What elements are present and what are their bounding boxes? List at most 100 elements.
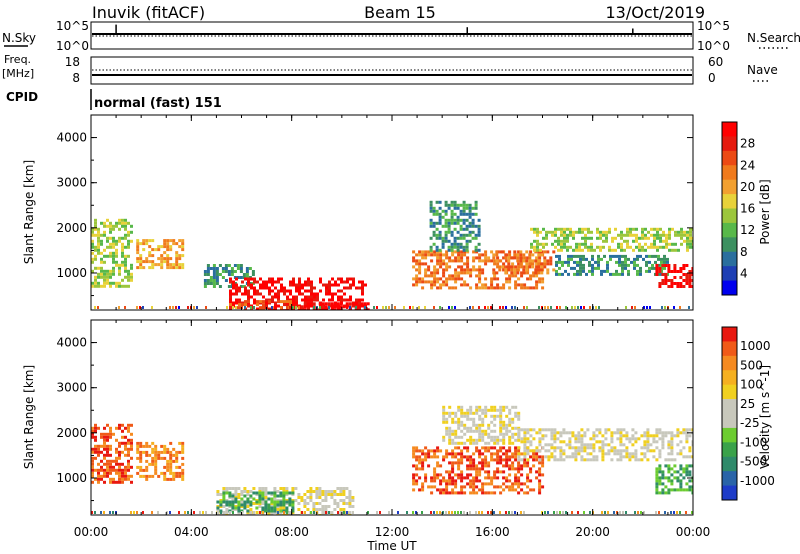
data-cell (447, 221, 451, 225)
data-cell (103, 260, 106, 264)
data-cell (550, 428, 554, 432)
data-cell (282, 497, 286, 501)
data-cell (181, 248, 185, 252)
data-cell (667, 264, 671, 267)
data-cell (459, 245, 463, 249)
data-cell (562, 431, 566, 435)
data-cell (124, 435, 127, 439)
data-cell (256, 303, 259, 307)
data-cell (493, 423, 497, 427)
data-cell (451, 488, 455, 492)
data-cell (466, 449, 470, 453)
data-cell (442, 268, 446, 272)
data-cell (664, 485, 668, 489)
data-cell (321, 490, 325, 493)
data-cell (342, 487, 346, 490)
data-cell (580, 440, 584, 444)
data-cell (517, 449, 521, 453)
data-cell (339, 508, 343, 511)
data-cell (569, 230, 572, 234)
data-cell (276, 503, 280, 507)
data-cell (322, 307, 325, 310)
data-cell (465, 218, 469, 222)
data-cell (590, 236, 593, 240)
data-cell (250, 511, 252, 514)
data-cell (169, 471, 173, 475)
data-cell (597, 266, 600, 270)
data-cell (592, 449, 596, 453)
data-cell (560, 233, 563, 237)
data-cell (301, 292, 304, 296)
data-cell (575, 245, 578, 249)
data-cell (262, 280, 265, 284)
data-cell (605, 236, 608, 240)
data-cell (91, 426, 94, 430)
data-cell (559, 458, 563, 462)
data-cell (433, 455, 437, 459)
data-cell (292, 306, 294, 309)
data-cell (685, 470, 689, 474)
data-cell (688, 434, 692, 438)
colorbar-tick-label: -1000 (740, 474, 775, 488)
data-cell (682, 264, 686, 267)
data-cell (577, 434, 581, 438)
data-cell (418, 271, 422, 275)
data-cell (493, 473, 497, 477)
data-cell (499, 449, 503, 453)
data-cell (493, 435, 497, 439)
data-cell (525, 268, 529, 272)
data-cell (635, 245, 638, 249)
data-cell (454, 482, 458, 486)
data-cell (151, 260, 155, 264)
data-cell (565, 306, 567, 309)
data-cell (336, 493, 340, 496)
data-cell (451, 476, 455, 480)
data-cell (466, 259, 470, 263)
data-cell (507, 256, 511, 260)
data-cell (250, 306, 252, 309)
data-cell (490, 482, 494, 486)
data-cell (118, 269, 121, 273)
data-cell (91, 432, 94, 436)
data-cell (112, 224, 115, 228)
data-cell (520, 464, 524, 468)
data-cell (181, 263, 185, 267)
data-cell (566, 236, 569, 240)
data-cell (442, 476, 446, 480)
data-cell (228, 491, 232, 495)
data-cell (333, 308, 337, 310)
data-cell (139, 263, 143, 267)
data-cell (499, 411, 503, 415)
data-cell (584, 239, 587, 243)
data-cell (241, 303, 244, 307)
data-cell (472, 482, 476, 486)
data-cell (294, 499, 298, 502)
data-cell (682, 273, 686, 276)
data-cell (664, 491, 668, 495)
data-cell (673, 488, 677, 492)
data-cell (306, 490, 310, 493)
data-cell (658, 452, 662, 456)
data-cell (454, 441, 458, 445)
data-cell (331, 277, 334, 281)
data-cell (121, 435, 124, 439)
data-cell (579, 254, 582, 258)
data-cell (157, 456, 161, 460)
data-cell (549, 256, 553, 260)
data-cell (130, 275, 133, 279)
data-cell (629, 245, 632, 249)
data-cell (361, 283, 364, 287)
data-cell (511, 467, 515, 471)
data-cell (112, 251, 115, 255)
data-cell (558, 254, 561, 258)
data-cell (517, 479, 521, 483)
data-cell (221, 276, 225, 279)
data-cell (584, 242, 587, 246)
data-cell (109, 426, 112, 430)
data-cell (520, 482, 524, 486)
data-cell (127, 221, 130, 225)
data-cell (541, 277, 545, 281)
data-cell (658, 282, 662, 285)
data-cell (376, 511, 378, 514)
data-cell (670, 473, 674, 477)
